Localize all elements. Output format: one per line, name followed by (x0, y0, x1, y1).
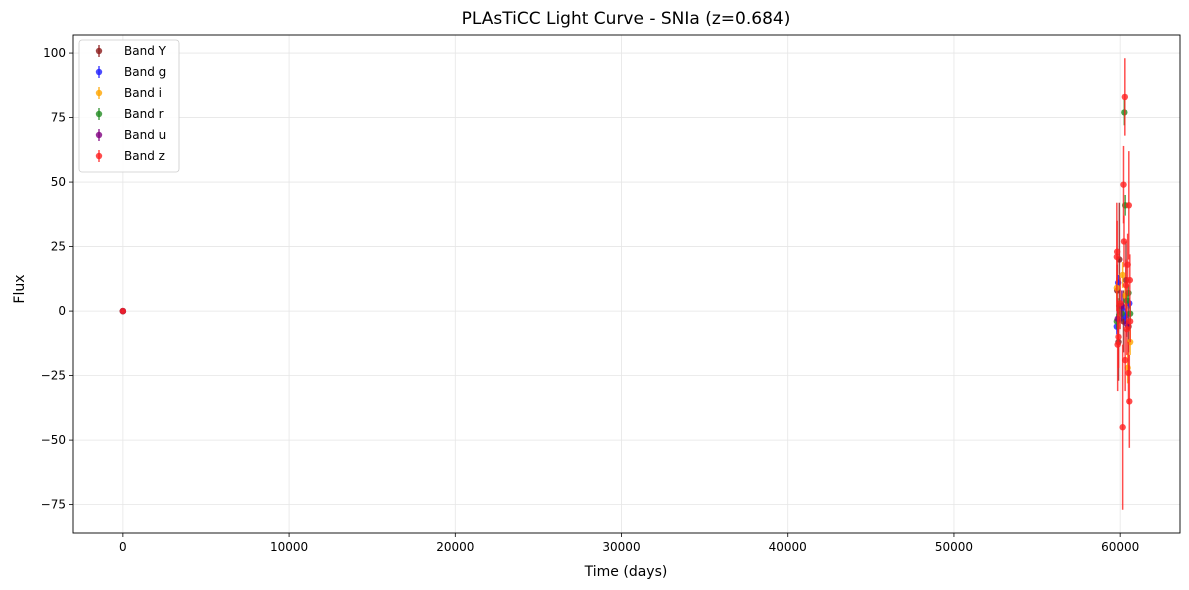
legend-label-band-u: Band u (124, 128, 166, 142)
x-tick-label: 50000 (935, 540, 973, 554)
y-tick-label: 50 (51, 175, 66, 189)
y-tick-label: −25 (41, 369, 66, 383)
band-z-point (1126, 398, 1133, 405)
x-tick-label: 30000 (602, 540, 640, 554)
legend-dot-band-u (95, 131, 103, 139)
data-marks (119, 58, 1134, 510)
band-z-point (1116, 300, 1124, 307)
legend-frame (78, 39, 180, 173)
legend-dot-band-y (95, 47, 103, 55)
band-z-point (1113, 248, 1121, 255)
band-z-point (1125, 202, 1133, 209)
band-z-point (1120, 238, 1128, 245)
band-i-point (1119, 271, 1126, 279)
band-z-point (1121, 356, 1129, 364)
legend-label-band-y: Band Y (124, 44, 167, 58)
y-tick-label: 0 (58, 304, 66, 318)
legend-dot-band-r (95, 110, 103, 118)
band-z-point (1126, 276, 1134, 284)
x-tick-label: 20000 (436, 540, 474, 554)
legend-label-band-z: Band z (124, 149, 165, 163)
legend-label-band-g: Band g (124, 65, 166, 79)
x-tick-label: 10000 (270, 540, 308, 554)
band-z-point (1123, 325, 1131, 333)
band-z-point (1119, 424, 1126, 431)
y-tick-label: −50 (41, 433, 66, 447)
plot-frame (72, 34, 1181, 534)
x-axis-title: Time (days) (584, 564, 668, 580)
band-z-point (119, 307, 127, 315)
band-z-point (1114, 341, 1121, 348)
x-tick-label: 0 (119, 540, 127, 554)
legend-dot-band-i (95, 89, 103, 97)
y-tick-label: 25 (51, 240, 66, 254)
x-tick-label: 60000 (1101, 540, 1139, 554)
y-tick-label: −75 (41, 498, 66, 512)
grid-lines (73, 35, 1180, 533)
legend-dot-band-z (95, 152, 103, 160)
y-tick-label: 100 (43, 46, 66, 60)
band-z-point (1125, 369, 1132, 377)
band-z-point (1126, 318, 1134, 325)
legend-label-band-i: Band i (124, 86, 162, 100)
legend: Band Y Band g Band i Band r Band u Band z (78, 39, 180, 173)
band-z-point (1120, 181, 1127, 188)
chart-title: PLAsTiCC Light Curve - SNIa (z=0.684) (462, 9, 791, 29)
y-axis-title: Flux (12, 274, 28, 303)
legend-label-band-r: Band r (124, 107, 164, 121)
band-z-point (1121, 93, 1129, 101)
y-tick-label: 75 (51, 111, 66, 125)
x-tick-label: 40000 (769, 540, 807, 554)
band-z-point (1115, 333, 1122, 341)
legend-dot-band-g (95, 68, 103, 76)
axes: 0 10000 20000 30000 40000 50000 60000 −75 −50 −25… (41, 34, 1181, 554)
